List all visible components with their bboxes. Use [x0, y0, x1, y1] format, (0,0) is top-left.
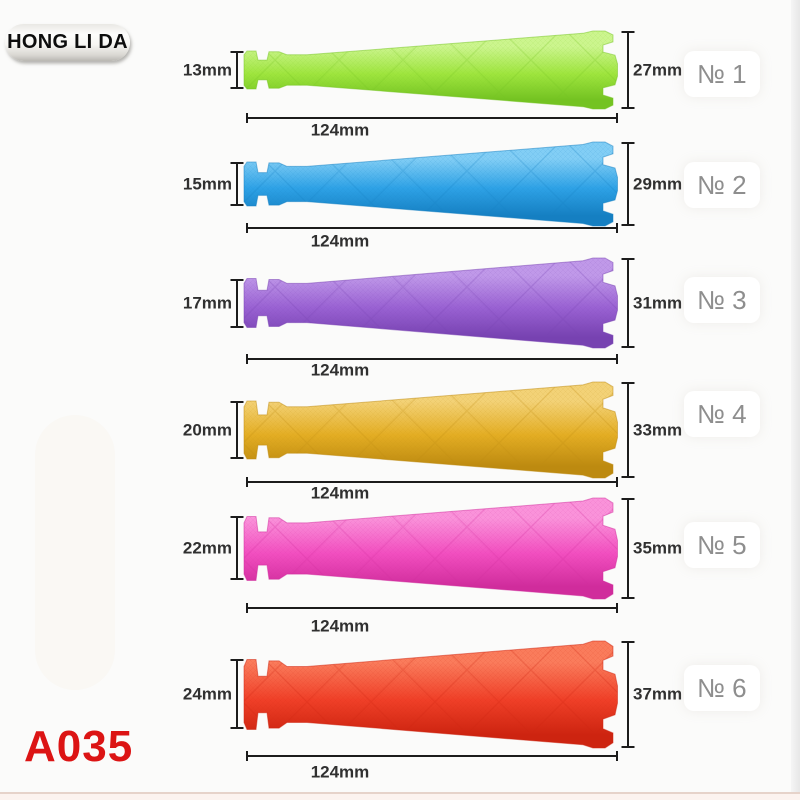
small-diameter-label: 24mm	[182, 684, 232, 704]
brand-badge: HONG LI DA	[5, 24, 130, 61]
length-label: 124mm	[310, 120, 370, 140]
large-diameter-dimension-line	[627, 497, 629, 599]
length-dimension-line	[246, 481, 618, 483]
length-label: 124mm	[310, 616, 370, 636]
roller-number-label: № 1	[684, 51, 760, 97]
bottom-edge-strip	[0, 792, 800, 800]
roller-image	[243, 30, 618, 110]
roller-image	[243, 381, 618, 479]
roller-number-label: № 6	[684, 665, 760, 711]
small-diameter-dimension-line	[236, 278, 238, 328]
roller-image	[243, 141, 618, 227]
roller-number-label: № 2	[684, 162, 760, 208]
small-diameter-label: 20mm	[182, 420, 232, 440]
large-diameter-label: 35mm	[633, 538, 683, 558]
large-diameter-dimension-line	[627, 31, 629, 109]
large-diameter-dimension-line	[627, 640, 629, 748]
roller-image	[243, 497, 618, 599]
length-dimension-line	[246, 227, 618, 229]
length-dimension-line	[246, 358, 618, 360]
length-label: 124mm	[310, 762, 370, 782]
length-dimension-line	[246, 117, 618, 119]
length-label: 124mm	[310, 231, 370, 251]
small-diameter-dimension-line	[236, 51, 238, 89]
small-diameter-dimension-line	[236, 401, 238, 459]
small-diameter-label: 15mm	[182, 174, 232, 194]
small-diameter-dimension-line	[236, 516, 238, 580]
small-diameter-dimension-line	[236, 162, 238, 206]
length-dimension-line	[246, 755, 618, 757]
large-diameter-dimension-line	[627, 142, 629, 226]
roller-number-label: № 3	[684, 277, 760, 323]
length-dimension-line	[246, 607, 618, 609]
background-watermark	[35, 415, 115, 690]
large-diameter-label: 27mm	[633, 60, 683, 80]
right-edge-strip	[791, 0, 800, 800]
small-diameter-dimension-line	[236, 659, 238, 729]
small-diameter-label: 17mm	[182, 293, 232, 313]
length-label: 124mm	[310, 360, 370, 380]
large-diameter-dimension-line	[627, 382, 629, 478]
roller-image	[243, 640, 618, 748]
roller-number-label: № 5	[684, 522, 760, 568]
small-diameter-label: 22mm	[182, 538, 232, 558]
large-diameter-label: 37mm	[633, 684, 683, 704]
small-diameter-label: 13mm	[182, 60, 232, 80]
roller-number-label: № 4	[684, 391, 760, 437]
length-label: 124mm	[310, 483, 370, 503]
roller-image	[243, 257, 618, 349]
large-diameter-label: 29mm	[633, 174, 683, 194]
large-diameter-dimension-line	[627, 258, 629, 348]
large-diameter-label: 31mm	[633, 293, 683, 313]
large-diameter-label: 33mm	[633, 420, 683, 440]
product-code: A035	[24, 722, 134, 771]
